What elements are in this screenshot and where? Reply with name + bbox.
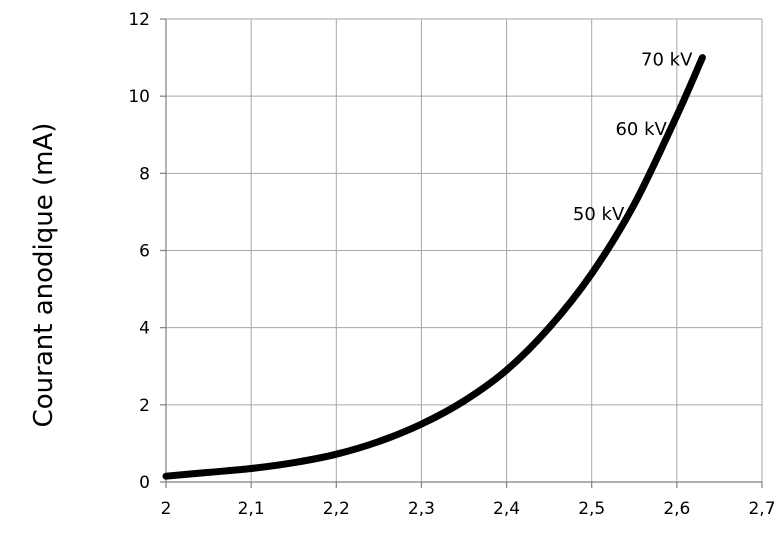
grid [165,18,763,483]
y-tick-label: 2 [139,396,150,416]
y-tick-label: 6 [139,242,150,262]
y-tick-label: 4 [139,319,150,339]
x-tick-label: 2,7 [748,499,775,519]
curve-annotation: 50 kV [573,204,625,225]
series [162,54,706,480]
annotations: 70 kV 60 kV 50 kV [573,50,693,225]
x-tick-label: 2,6 [663,499,690,519]
x-tick-label: 2,2 [323,499,350,519]
series-line [162,54,706,480]
x-tick-labels: 2 2,1 2,2 2,3 2,4 2,5 2,6 2,7 [161,499,776,519]
y-tick-label: 10 [128,87,150,107]
axes [160,18,763,488]
curve-annotation: 60 kV [615,119,667,140]
y-axis-title: Courant anodique (mA) [29,123,59,428]
curve-annotation: 70 kV [641,50,693,71]
x-tick-label: 2,3 [408,499,435,519]
x-tick-label: 2,5 [578,499,605,519]
x-tick-label: 2,4 [493,499,520,519]
y-tick-labels: 0 2 4 6 8 10 12 [128,10,150,493]
y-tick-label: 8 [139,164,150,184]
x-tick-label: 2 [161,499,172,519]
x-tick-label: 2,1 [238,499,265,519]
y-tick-label: 12 [128,10,150,30]
y-tick-label: 0 [139,473,150,493]
